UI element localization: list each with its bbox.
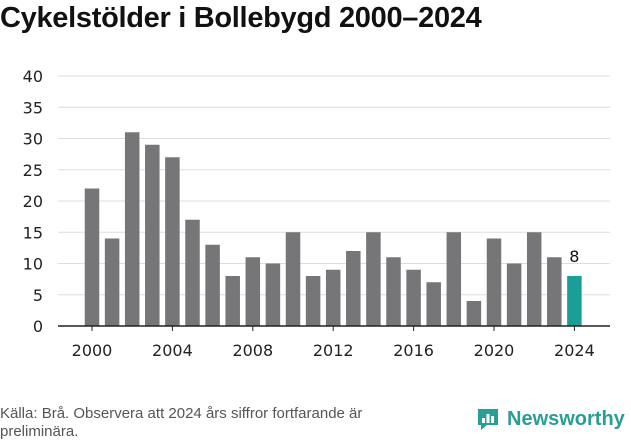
bar-2023: [547, 257, 562, 326]
bar-2018: [446, 232, 462, 326]
y-tick-label: 10: [23, 255, 43, 274]
x-tick-label: 2016: [393, 341, 434, 360]
y-tick-label: 25: [23, 161, 43, 180]
bar-2008: [245, 257, 261, 326]
bar-2019: [466, 301, 482, 326]
bar-2015: [386, 257, 401, 326]
bar-2004: [165, 157, 180, 326]
bar-2010: [285, 232, 301, 326]
bar-2012: [325, 269, 341, 326]
source-note: Källa: Brå. Observera att 2024 års siffr…: [0, 405, 363, 440]
highlight-data-label: 8: [569, 247, 579, 266]
bar-2007: [225, 276, 240, 326]
bar-2006: [205, 244, 220, 326]
bar-2005: [185, 219, 200, 326]
x-tick-label: 2000: [72, 341, 113, 360]
bar-2024: [567, 276, 582, 326]
bar-2001: [104, 238, 120, 326]
bar-2002: [124, 132, 140, 326]
x-tick-label: 2012: [313, 341, 354, 360]
x-tick-label: 2024: [554, 341, 595, 360]
y-tick-label: 5: [33, 286, 43, 305]
bar-2021: [506, 263, 522, 326]
bar-2009: [265, 263, 281, 326]
y-tick-label: 40: [23, 67, 43, 86]
x-tick-label: 2020: [474, 341, 515, 360]
chart-title: Cykelstölder i Bollebygd 2000–2024: [0, 2, 482, 34]
bar-2017: [426, 282, 441, 326]
y-tick-label: 20: [23, 192, 43, 211]
bar-2020: [486, 238, 502, 326]
y-tick-label: 35: [23, 98, 43, 117]
y-tick-label: 0: [33, 317, 43, 336]
bar-2013: [346, 251, 361, 326]
brand[interactable]: Newsworthy: [475, 406, 625, 432]
bar-2014: [366, 232, 381, 326]
x-tick-label: 2004: [152, 341, 193, 360]
y-tick-label: 30: [23, 130, 43, 149]
x-tick-label: 2008: [232, 341, 273, 360]
y-tick-label: 15: [23, 223, 43, 242]
bar-2016: [406, 269, 421, 326]
bar-2000: [84, 188, 100, 326]
brand-name: Newsworthy: [507, 407, 625, 430]
bar-2011: [305, 276, 321, 326]
newsworthy-logo-icon: [478, 409, 498, 430]
bar-2003: [145, 144, 160, 326]
bar-2022: [526, 232, 542, 326]
